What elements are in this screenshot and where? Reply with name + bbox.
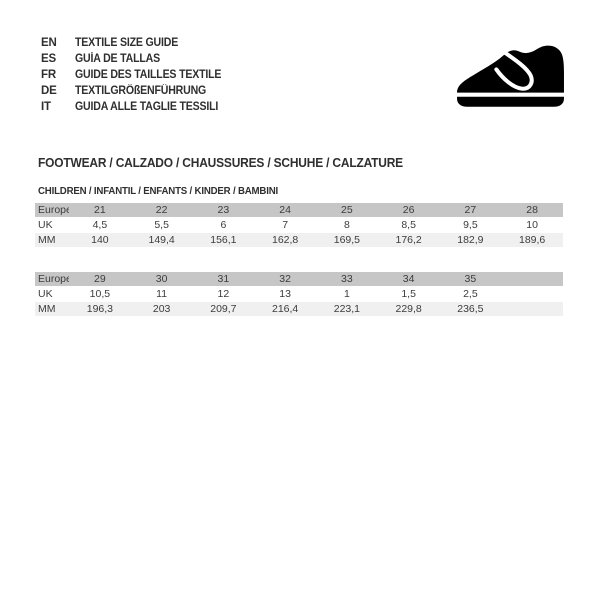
size-cell: 10 [501,218,563,232]
size-cell: 203 [130,302,193,316]
size-cell: 149,4 [130,233,193,247]
table-row: MM 196,3 203 209,7 216,4 223,1 229,8 236,5 [35,302,563,316]
language-row: DE TEXTILGRÖßENFÜHRUNG [41,83,234,99]
size-cell: 9,5 [439,218,502,232]
size-cell: 236,5 [439,302,502,316]
size-cell: 6 [192,218,255,232]
size-cell: 223,1 [316,302,378,316]
row-label: MM [35,302,69,316]
size-cell: 1 [316,287,378,301]
size-cell: 35 [439,272,502,286]
size-cell: 32 [254,272,316,286]
size-cell: 28 [501,203,563,217]
size-cell: 140 [69,233,131,247]
size-cell: 5,5 [130,218,193,232]
table-row: UK 4,5 5,5 6 7 8 8,5 9,5 10 [35,218,563,232]
size-cell: 22 [130,203,193,217]
size-cell: 7 [254,218,316,232]
language-label: GUIDE DES TAILLES TEXTILE [75,69,222,81]
row-label: UK [35,287,69,301]
size-cell: 8 [316,218,378,232]
size-cell [501,287,563,301]
size-cell: 24 [254,203,316,217]
size-cell: 23 [192,203,255,217]
row-label: Europe [35,272,69,286]
size-cell [501,302,563,316]
size-cell: 4,5 [69,218,131,232]
size-cell: 8,5 [377,218,440,232]
table-row: Europe 29 30 31 32 33 34 35 [35,272,563,286]
language-list: EN TEXTILE SIZE GUIDE ES GUÍA DE TALLAS FR GU… [41,35,234,115]
size-cell: 34 [377,272,440,286]
language-code: IT [41,101,51,113]
language-label: GUIDA ALLE TAGLIE TESSILI [75,101,219,113]
language-code: EN [41,37,57,49]
size-cell: 21 [69,203,131,217]
row-label: Europe [35,203,69,217]
language-row: EN TEXTILE SIZE GUIDE [41,35,234,51]
language-label: GUÍA DE TALLAS [75,53,160,65]
size-cell: 29 [69,272,131,286]
size-cell: 209,7 [192,302,255,316]
language-code: FR [41,69,56,81]
size-cell: 10,5 [69,287,131,301]
table-row: MM 140 149,4 156,1 162,8 169,5 176,2 182,9 189,6 [35,233,563,247]
size-cell: 156,1 [192,233,255,247]
size-cell: 27 [439,203,502,217]
language-row: FR GUIDE DES TAILLES TEXTILE [41,67,234,83]
language-label: TEXTILE SIZE GUIDE [75,37,179,49]
size-cell: 12 [192,287,255,301]
table-row: Europe 21 22 23 24 25 26 27 28 [35,203,563,217]
size-table-2: Europe 29 30 31 32 33 34 35 UK 10,5 11 12 13 1 1,5 2,5 M… [35,271,563,317]
language-code: ES [41,53,56,65]
size-cell: 31 [192,272,255,286]
children-shoe-icon [454,39,567,108]
size-cell: 13 [254,287,316,301]
row-label: MM [35,233,69,247]
row-label: UK [35,218,69,232]
size-cell: 176,2 [377,233,440,247]
size-cell [501,272,563,286]
section-title: FOOTWEAR / CALZADO / CHAUSSURES / SCHUHE… [38,155,403,170]
table-row: UK 10,5 11 12 13 1 1,5 2,5 [35,287,563,301]
language-label: TEXTILGRÖßENFÜHRUNG [75,85,207,97]
size-cell: 26 [377,203,440,217]
size-cell: 2,5 [439,287,502,301]
size-cell: 30 [130,272,193,286]
size-cell: 162,8 [254,233,316,247]
size-cell: 25 [316,203,378,217]
size-cell: 11 [130,287,193,301]
size-table-1: Europe 21 22 23 24 25 26 27 28 UK 4,5 5,5 6 7 8 8,5 9,5 1… [35,202,563,248]
size-cell: 169,5 [316,233,378,247]
size-cell: 196,3 [69,302,131,316]
size-cell: 1,5 [377,287,440,301]
size-cell: 216,4 [254,302,316,316]
language-code: DE [41,85,57,97]
language-row: IT GUIDA ALLE TAGLIE TESSILI [41,99,234,115]
size-cell: 182,9 [439,233,502,247]
size-cell: 33 [316,272,378,286]
size-cell: 229,8 [377,302,440,316]
language-row: ES GUÍA DE TALLAS [41,51,234,67]
size-cell: 189,6 [501,233,563,247]
section-subtitle: CHILDREN / INFANTIL / ENFANTS / KINDER /… [38,185,279,197]
